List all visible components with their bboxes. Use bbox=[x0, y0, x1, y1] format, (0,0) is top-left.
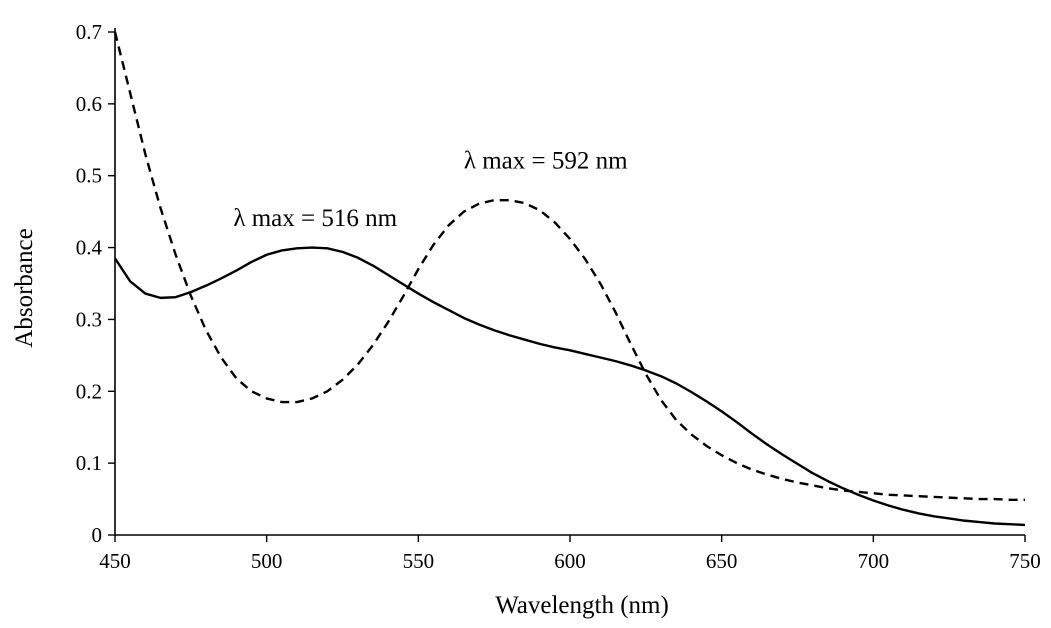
y-tick-label: 0.5 bbox=[76, 164, 102, 188]
x-tick-label: 500 bbox=[251, 549, 283, 573]
y-tick-label: 0.6 bbox=[76, 92, 102, 116]
series-layer bbox=[113, 31, 1026, 527]
y-tick-label: 0.4 bbox=[76, 236, 103, 260]
x-tick-label: 650 bbox=[706, 549, 738, 573]
x-tick-label: 550 bbox=[403, 549, 435, 573]
series-line-dashed bbox=[113, 31, 1025, 501]
x-axis-title: Wavelength (nm) bbox=[495, 592, 669, 619]
x-tick-label: 450 bbox=[99, 549, 131, 573]
x-tick-label: 700 bbox=[858, 549, 890, 573]
y-axis-title: Absorbance bbox=[11, 228, 38, 347]
lambda-max-annotation: λ max = 516 nm bbox=[233, 205, 397, 232]
y-tick-label: 0.7 bbox=[76, 20, 102, 44]
x-tick-label: 750 bbox=[1009, 549, 1041, 573]
annotation-layer: λ max = 516 nm λ max = 592 nm bbox=[233, 148, 628, 232]
x-tick-label: 600 bbox=[554, 549, 586, 573]
lambda-max-annotation: λ max = 592 nm bbox=[464, 148, 628, 175]
axes: 0 0.1 0.2 0.3 0.4 0.5 0.6 0.7 450 500 550 600 650 700… bbox=[76, 20, 1041, 573]
series-line-solid bbox=[113, 246, 1026, 527]
y-tick-label: 0.3 bbox=[76, 307, 102, 331]
y-tick-label: 0.2 bbox=[76, 379, 102, 403]
y-tick-label: 0.1 bbox=[76, 451, 102, 475]
y-tick-label: 0 bbox=[92, 523, 103, 547]
